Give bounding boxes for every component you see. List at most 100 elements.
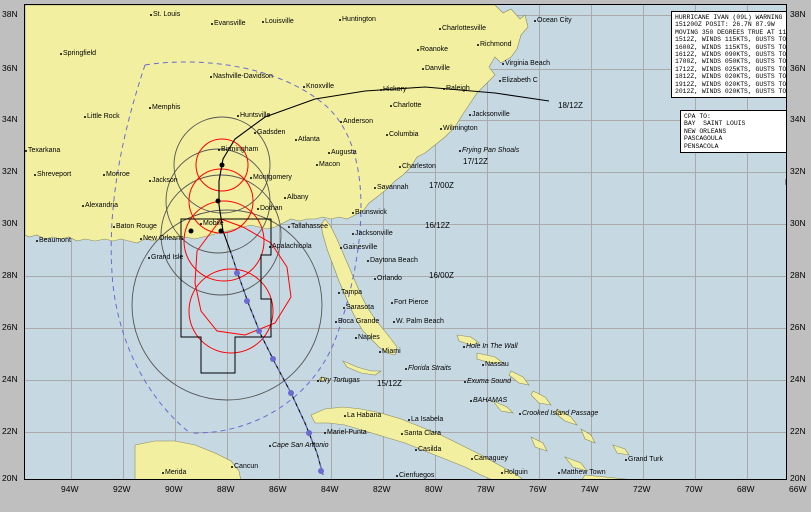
city-label: Gainesville xyxy=(343,244,378,251)
city-dot xyxy=(254,132,256,134)
city-label: Memphis xyxy=(152,104,181,111)
city-label: Roanoke xyxy=(420,46,449,53)
forecast-time-label: 16/12Z xyxy=(425,221,450,230)
lon-tick-label: 66W xyxy=(789,484,807,494)
city-dot xyxy=(502,63,504,65)
city-label: Mariel-Punta xyxy=(327,429,367,436)
city-dot xyxy=(499,80,501,82)
city-label: Savannah xyxy=(377,184,409,191)
landmass-layer xyxy=(25,5,630,479)
city-label: Cape San Antonio xyxy=(272,442,329,449)
forecast-time-label: 15/12Z xyxy=(377,379,402,388)
lat-tick-label: 34N xyxy=(790,114,806,124)
forecast-time-label: Ha 32C xyxy=(785,178,786,187)
city-label: La Isabela xyxy=(411,416,444,423)
city-label: BAHAMAS xyxy=(473,397,508,404)
city-dot xyxy=(379,351,381,353)
lon-tick-label: 94W xyxy=(61,484,79,494)
city-label: Atlanta xyxy=(298,136,320,143)
city-dot xyxy=(355,337,357,339)
city-label: Cancun xyxy=(234,463,259,470)
lon-tick-label: 80W xyxy=(425,484,443,494)
city-dot xyxy=(25,150,27,152)
city-label: Wilmington xyxy=(443,125,478,132)
city-label: Florida Straits xyxy=(408,365,452,372)
city-label: Hickory xyxy=(383,86,407,93)
gridline-lon xyxy=(539,5,540,479)
lon-tick-label: 78W xyxy=(477,484,495,494)
city-dot xyxy=(374,187,376,189)
city-label: Little Rock xyxy=(87,113,120,120)
city-label: New Orleans xyxy=(143,235,184,242)
city-dot xyxy=(237,115,239,117)
city-dot xyxy=(558,472,560,474)
warning-area-polygon xyxy=(194,218,292,336)
city-label: Beaumont xyxy=(39,237,71,244)
city-dot xyxy=(60,53,62,55)
lat-tick-label: 34N xyxy=(2,114,18,124)
city-dot xyxy=(459,150,461,152)
city-dot xyxy=(440,128,442,130)
wind-radius-34kt xyxy=(131,209,323,401)
lat-tick-label: 24N xyxy=(2,374,18,384)
gridline-lat xyxy=(25,380,786,381)
gridline-lon xyxy=(383,5,384,479)
wind-radius-34kt xyxy=(173,116,271,214)
lon-tick-label: 76W xyxy=(529,484,547,494)
gridline-lon xyxy=(435,5,436,479)
city-dot xyxy=(352,212,354,214)
gridline-lon xyxy=(71,5,72,479)
city-label: Elizabeth C xyxy=(502,77,538,84)
city-label: Cienfuegos xyxy=(399,472,435,479)
lat-tick-label: 26N xyxy=(2,322,18,332)
lat-tick-label: 26N xyxy=(790,322,806,332)
city-label: Grand Turk xyxy=(628,456,664,463)
lat-tick-label: 20N xyxy=(790,473,806,483)
track-position-markers xyxy=(234,270,324,474)
city-dot xyxy=(463,346,465,348)
city-dot xyxy=(477,44,479,46)
city-label: Charlotte xyxy=(393,102,422,109)
city-dot xyxy=(380,89,382,91)
city-label: Richmond xyxy=(480,41,512,48)
city-label: Camaguey xyxy=(474,455,508,462)
map-canvas[interactable]: St. Louis Evansville Louisville Huntington C… xyxy=(24,4,787,480)
city-dot xyxy=(317,380,319,382)
city-label: Jacksonville xyxy=(355,230,393,237)
city-label: Gadsden xyxy=(257,129,286,136)
city-dot xyxy=(374,278,376,280)
city-dot xyxy=(211,23,213,25)
city-dot xyxy=(393,321,395,323)
lat-tick-label: 24N xyxy=(790,374,806,384)
city-label: Sarasota xyxy=(346,304,375,311)
city-label: Exuma Sound xyxy=(467,378,511,385)
lat-tick-label: 32N xyxy=(2,166,18,176)
city-label: Albany xyxy=(287,194,309,201)
city-label: Daytona Beach xyxy=(370,257,418,264)
city-dot xyxy=(34,174,36,176)
city-dot xyxy=(340,121,342,123)
city-label: Dry Tortugas xyxy=(320,377,360,384)
city-label: Shreveport xyxy=(37,171,72,178)
uncertainty-cone-right xyxy=(144,61,362,434)
city-dot xyxy=(231,466,233,468)
city-dot xyxy=(464,381,466,383)
city-label: Monroe xyxy=(106,171,130,178)
city-label: Nassau xyxy=(485,361,509,368)
forecast-overlay xyxy=(110,61,550,476)
city-label: Jackson xyxy=(152,177,178,184)
lat-tick-label: 30N xyxy=(790,218,806,228)
city-label: Danville xyxy=(425,65,450,72)
city-label: Grand Isle xyxy=(151,254,184,261)
lat-tick-label: 36N xyxy=(2,63,18,73)
city-dot xyxy=(401,433,403,435)
lat-tick-label: 28N xyxy=(790,270,806,280)
gridline-lon xyxy=(123,5,124,479)
city-dot xyxy=(390,105,392,107)
city-dot xyxy=(335,321,337,323)
city-dot xyxy=(367,260,369,262)
city-dot xyxy=(422,68,424,70)
city-dot xyxy=(324,432,326,434)
city-label: Hole In The Wall xyxy=(466,343,518,350)
city-dot xyxy=(218,149,220,151)
